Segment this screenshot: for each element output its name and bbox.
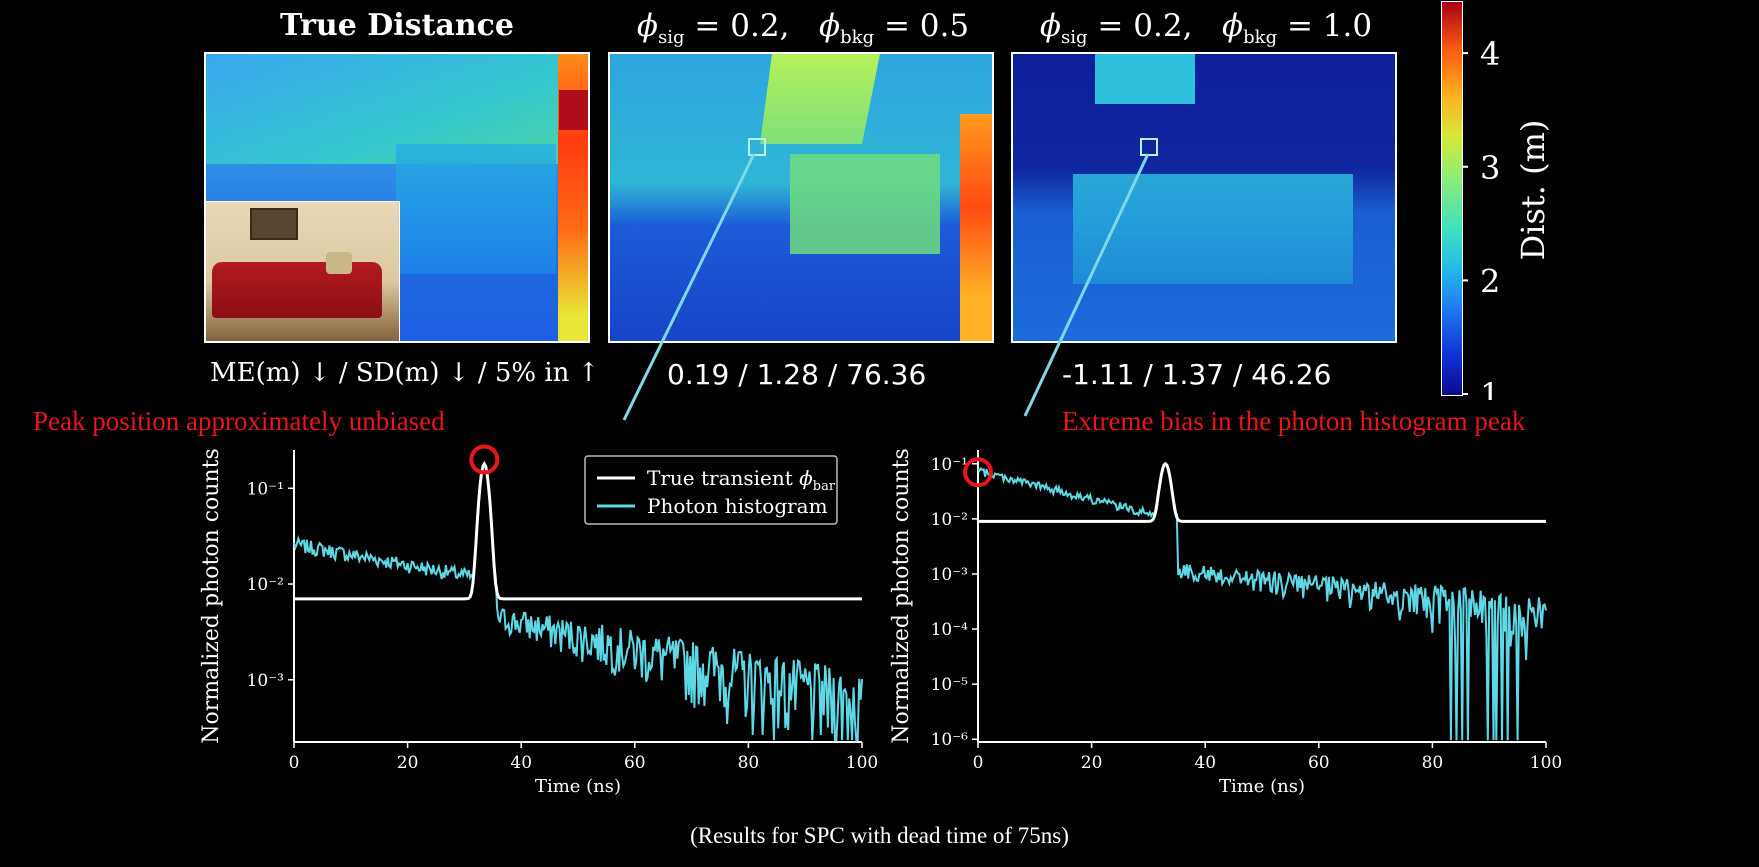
- figure-caption: (Results for SPC with dead time of 75ns): [690, 823, 1069, 848]
- x-tick-label: 40: [510, 753, 532, 773]
- legend-box: [584, 455, 838, 525]
- connector-left: [622, 153, 756, 421]
- colorbar-label: Dist. (m): [1514, 120, 1552, 261]
- colorbar-tick-label: 3: [1480, 149, 1500, 187]
- series-photon-histogram: [293, 462, 863, 742]
- metric-label: ME(m) ↓ / SD(m) ↓ / 5% in ↑: [210, 358, 600, 388]
- y-tick-label: 10⁻²: [247, 575, 284, 595]
- panel-title-right: ϕsig = 0.2, ϕbkg = 1.0: [1039, 8, 1373, 49]
- y-tick-label: 10⁻⁴: [931, 620, 969, 640]
- colorbar-axis: 1 2 3 4 Dist. (m): [1462, 35, 1552, 400]
- inset-room-photo: [206, 201, 400, 341]
- x-axis-label: Time (ns): [535, 776, 621, 797]
- peak-marker-circle: [469, 444, 500, 475]
- x-axis-label: Time (ns): [1219, 776, 1305, 797]
- x-tick-label: 40: [1194, 753, 1216, 773]
- x-tick-label: 0: [289, 753, 300, 773]
- panel-title-true-distance: True Distance: [279, 8, 515, 43]
- x-tick-label: 20: [1081, 753, 1103, 773]
- y-tick-label: 10⁻²: [931, 510, 968, 530]
- annotation-left: Peak position approximately unbiased: [33, 406, 445, 436]
- photon-plot-left: 0 20 40 60 80 100 10⁻¹ 10⁻² 10⁻³ Time (ns) Normali…: [199, 444, 878, 797]
- depth-map-sofa-cyan: [1073, 174, 1353, 284]
- inset-painting: [250, 208, 298, 240]
- colorbar-tick-label: 4: [1480, 35, 1500, 73]
- y-tick-label: 10⁻⁵: [931, 675, 969, 695]
- depth-map-wall-green: [760, 54, 880, 144]
- depth-map-door-dark: [559, 90, 588, 130]
- x-tick-label: 80: [738, 753, 760, 773]
- y-tick-label: 10⁻¹: [931, 455, 968, 475]
- x-tick-label: 100: [1530, 753, 1562, 773]
- series-true-transient: [978, 461, 1546, 523]
- x-tick-label: 60: [624, 753, 646, 773]
- y-tick-label: 10⁻³: [247, 671, 284, 691]
- metric-values-middle: 0.19 / 1.28 / 76.36: [667, 358, 927, 391]
- y-tick-label: 10⁻¹: [247, 479, 284, 499]
- annotation-right: Extreme bias in the photon histogram pea…: [1062, 406, 1526, 436]
- depth-map-middle: [608, 52, 994, 343]
- colorbar: [1441, 1, 1463, 396]
- y-tick-label: 10⁻³: [931, 565, 968, 585]
- x-tick-label: 80: [1422, 753, 1444, 773]
- x-tick-label: 100: [846, 753, 878, 773]
- depth-map-true: [204, 52, 590, 343]
- x-tick-label: 20: [397, 753, 419, 773]
- photon-plot-right: 0 20 40 60 80 100 10⁻¹ 10⁻² 10⁻³ 10⁻⁴ 10⁻⁵ 10⁻⁶ Time…: [889, 448, 1562, 797]
- x-tick-label: 0: [973, 753, 984, 773]
- depth-map-sofa-green: [790, 154, 940, 254]
- legend-label-true: True transient ϕbar: [647, 466, 836, 494]
- x-tick-label: 60: [1308, 753, 1330, 773]
- connector-right: [1023, 153, 1150, 417]
- series-photon-histogram: [977, 462, 1547, 741]
- depth-map-right: [1011, 52, 1397, 343]
- metric-values-right: -1.11 / 1.37 / 46.26: [1062, 358, 1332, 391]
- depth-map-window-cyan: [1095, 54, 1195, 104]
- depth-map-sofa-region: [396, 144, 556, 274]
- legend-label-hist: Photon histogram: [647, 494, 828, 518]
- panel-title-middle: ϕsig = 0.2, ϕbkg = 0.5: [636, 8, 970, 49]
- y-tick-label: 10⁻⁶: [931, 730, 969, 750]
- peak-marker-circle: [963, 457, 993, 488]
- depth-map-red-edge: [960, 114, 992, 341]
- inset-sofa: [212, 262, 382, 318]
- inset-pillow: [326, 252, 352, 274]
- series-true-transient: [294, 460, 862, 601]
- y-axis-label: Normalized photon counts: [199, 448, 224, 744]
- colorbar-tick-label: 2: [1480, 262, 1500, 300]
- colorbar-tick-label: 1: [1480, 376, 1500, 400]
- y-axis-label: Normalized photon counts: [889, 448, 914, 744]
- roi-box-middle: [748, 138, 766, 156]
